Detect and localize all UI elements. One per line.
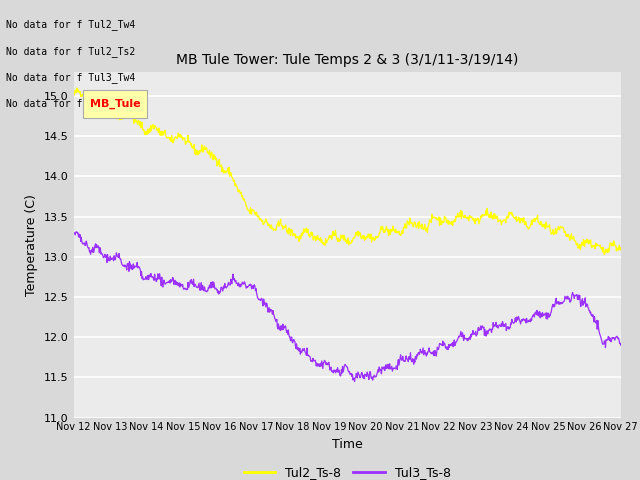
Text: MB_Tule: MB_Tule: [90, 98, 141, 109]
X-axis label: Time: Time: [332, 438, 363, 451]
Text: No data for f Tul3_Ts2: No data for f Tul3_Ts2: [6, 98, 136, 109]
Title: MB Tule Tower: Tule Temps 2 & 3 (3/1/11-3/19/14): MB Tule Tower: Tule Temps 2 & 3 (3/1/11-…: [176, 53, 518, 67]
Y-axis label: Temperature (C): Temperature (C): [26, 194, 38, 296]
Text: No data for f Tul3_Tw4: No data for f Tul3_Tw4: [6, 72, 136, 83]
Text: No data for f Tul2_Tw4: No data for f Tul2_Tw4: [6, 19, 136, 30]
Text: No data for f Tul2_Ts2: No data for f Tul2_Ts2: [6, 46, 136, 57]
Legend: Tul2_Ts-8, Tul3_Ts-8: Tul2_Ts-8, Tul3_Ts-8: [239, 461, 456, 480]
